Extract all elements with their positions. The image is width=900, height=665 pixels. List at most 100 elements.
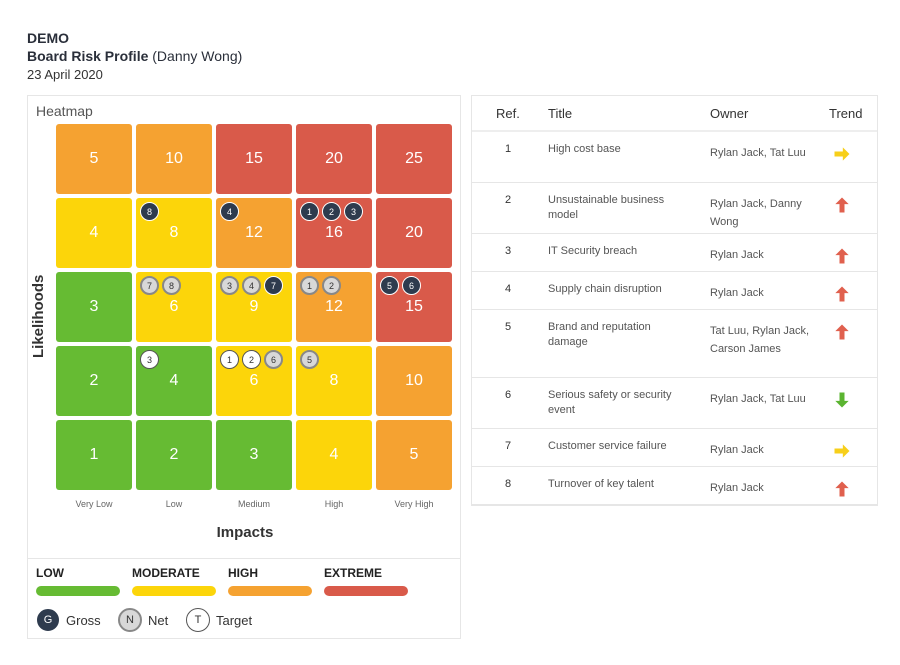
heatmap-cell[interactable]: 12 1 2: [296, 272, 372, 342]
risk-ref: 3: [504, 245, 512, 257]
legend-level-bar: [228, 586, 312, 596]
trend-arrow-icon: [835, 481, 849, 497]
risk-marker-net[interactable]: 4: [242, 276, 261, 295]
cell-score: 20: [405, 224, 423, 241]
heatmap-grid: 5 10 15 20 25 4 8 8 12 4 16 1 2 3 20 3 6 7 8 9 3 4 7 12 1 2 15 5 6 2 4…: [56, 124, 453, 493]
table-row[interactable]: 3 IT Security breach Rylan Jack: [472, 234, 877, 272]
risk-marker-gross[interactable]: 7: [264, 276, 283, 295]
risk-marker-gross[interactable]: 2: [322, 202, 341, 221]
heatmap-cell[interactable]: 20: [296, 124, 372, 194]
risk-marker-net[interactable]: 6: [264, 350, 283, 369]
cell-score: 12: [325, 298, 343, 315]
risk-marker-target[interactable]: 3: [140, 350, 159, 369]
heatmap-cell[interactable]: 4: [56, 198, 132, 268]
risk-owner: Rylan Jack: [710, 482, 764, 494]
cell-score: 4: [169, 372, 179, 389]
legend-level-bar: [36, 586, 120, 596]
risk-owner: Rylan Jack, Danny Wong: [710, 198, 802, 228]
heatmap-cell[interactable]: 25: [376, 124, 452, 194]
risk-marker-gross[interactable]: 1: [300, 202, 319, 221]
cell-score: 3: [249, 446, 259, 463]
risk-marker-net[interactable]: 2: [322, 276, 341, 295]
trend-arrow-icon: [835, 324, 849, 340]
risk-ref: 5: [504, 321, 512, 333]
risk-marker-target[interactable]: 1: [220, 350, 239, 369]
cell-score: 5: [409, 446, 419, 463]
heatmap-cell[interactable]: 3: [216, 420, 292, 490]
trend-up-icon: [832, 284, 856, 308]
x-axis-ticks: Very Low Low Medium High Very High: [56, 499, 456, 513]
table-row[interactable]: 4 Supply chain disruption Rylan Jack: [472, 272, 877, 310]
risk-marker-gross[interactable]: 3: [344, 202, 363, 221]
cell-score: 12: [245, 224, 263, 241]
x-tick-label: Very Low: [75, 499, 113, 509]
heatmap-cell[interactable]: 4: [296, 420, 372, 490]
trend-right-icon: [832, 144, 856, 168]
report-header: DEMO Board Risk Profile (Danny Wong) 23 …: [27, 30, 242, 85]
table-row[interactable]: 5 Brand and reputation damage Tat Luu, Ryl…: [472, 310, 877, 378]
y-axis-label: Likelihoods: [30, 274, 47, 358]
cell-score: 10: [165, 150, 183, 167]
legend-key-label: Net: [148, 612, 169, 628]
col-trend: Trend: [829, 106, 863, 121]
table-row[interactable]: 6 Serious safety or security event Rylan J…: [472, 378, 877, 429]
report-owner: (Danny Wong): [152, 48, 243, 64]
table-row[interactable]: 7 Customer service failure Rylan Jack: [472, 429, 877, 467]
legend-divider: [28, 558, 460, 559]
legend-key-gross: G Gross: [36, 608, 101, 632]
risk-marker-target[interactable]: 2: [242, 350, 261, 369]
risk-marker-gross[interactable]: 4: [220, 202, 239, 221]
legend-key-badge: N: [118, 608, 142, 632]
heatmap-cell[interactable]: 20: [376, 198, 452, 268]
cell-score: 8: [169, 224, 179, 241]
risk-marker-gross[interactable]: 5: [380, 276, 399, 295]
legend-key-badge: T: [186, 608, 210, 632]
heatmap-cell[interactable]: 15 5 6: [376, 272, 452, 342]
heatmap-cell[interactable]: 10: [376, 346, 452, 416]
risk-ref: 7: [504, 440, 512, 452]
risk-marker-gross[interactable]: 6: [402, 276, 421, 295]
heatmap-cell[interactable]: 15: [216, 124, 292, 194]
table-row[interactable]: 2 Unsustainable business model Rylan Jack,…: [472, 183, 877, 234]
legend-level-label: MODERATE: [132, 566, 200, 580]
heatmap-cell[interactable]: 5: [376, 420, 452, 490]
risk-marker-net[interactable]: 3: [220, 276, 239, 295]
risk-marker-net[interactable]: 7: [140, 276, 159, 295]
legend-key-badge: G: [36, 608, 60, 632]
risk-marker-net[interactable]: 5: [300, 350, 319, 369]
risk-marker-net[interactable]: 8: [162, 276, 181, 295]
heatmap-cell[interactable]: 16 1 2 3: [296, 198, 372, 268]
heatmap-cell[interactable]: 3: [56, 272, 132, 342]
heatmap-cell[interactable]: 5: [56, 124, 132, 194]
risk-marker-net[interactable]: 1: [300, 276, 319, 295]
col-owner: Owner: [710, 106, 749, 121]
heatmap-cell[interactable]: 2: [56, 346, 132, 416]
x-tick-label: Low: [165, 499, 183, 509]
risk-ref: 6: [504, 389, 512, 401]
cell-score: 3: [89, 298, 99, 315]
cell-score: 5: [89, 150, 99, 167]
x-axis-label: Impacts: [216, 524, 274, 541]
risk-marker-gross[interactable]: 8: [140, 202, 159, 221]
heatmap-cell[interactable]: 12 4: [216, 198, 292, 268]
legend-key-net: N Net: [118, 608, 168, 632]
table-row[interactable]: 8 Turnover of key talent Rylan Jack: [472, 467, 877, 505]
risk-markers: 4: [220, 202, 239, 221]
heatmap-cell[interactable]: 10: [136, 124, 212, 194]
heatmap-cell[interactable]: 2: [136, 420, 212, 490]
heatmap-cell[interactable]: 1: [56, 420, 132, 490]
cell-score: 10: [405, 372, 423, 389]
cell-score: 16: [325, 224, 343, 241]
risk-title: Unsustainable business model: [548, 194, 665, 221]
cell-score: 6: [169, 298, 179, 315]
table-row[interactable]: 1 High cost base Rylan Jack, Tat Luu: [472, 132, 877, 183]
